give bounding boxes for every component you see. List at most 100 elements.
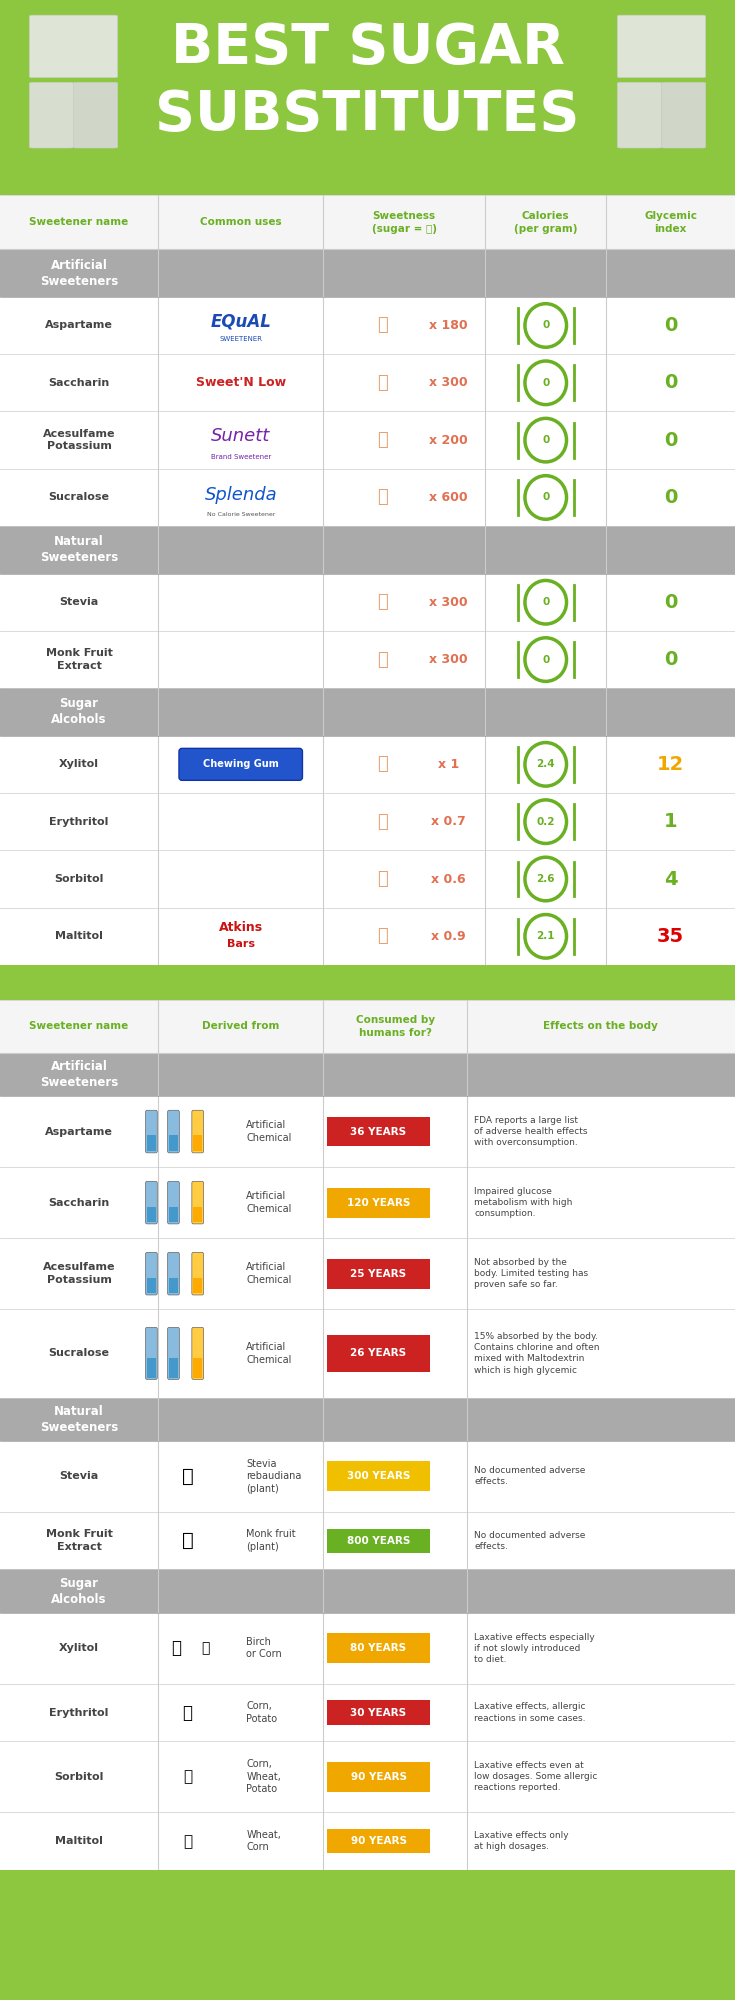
Text: 🍰: 🍰: [377, 812, 387, 830]
Text: Effects on the body: Effects on the body: [543, 1022, 659, 1032]
Text: No Calorie Sweetener: No Calorie Sweetener: [207, 512, 275, 516]
Bar: [147, 1206, 156, 1222]
Circle shape: [525, 638, 567, 682]
Bar: [0, 526, 735, 574]
Text: Artificial
Sweeteners: Artificial Sweeteners: [40, 258, 118, 288]
Circle shape: [525, 476, 567, 520]
FancyBboxPatch shape: [168, 1252, 179, 1294]
Bar: [0, 1168, 735, 1238]
Text: 90 YEARS: 90 YEARS: [351, 1836, 406, 1846]
FancyBboxPatch shape: [192, 1328, 204, 1380]
Text: 0: 0: [664, 374, 678, 392]
Bar: [0, 354, 735, 412]
Bar: [0, 1742, 735, 1812]
FancyBboxPatch shape: [192, 1110, 204, 1152]
Bar: [327, 1116, 430, 1146]
FancyBboxPatch shape: [168, 1328, 179, 1380]
Text: Sunett: Sunett: [211, 428, 270, 446]
Text: x 0.9: x 0.9: [431, 930, 466, 942]
Text: Laxative effects, allergic
reactions in some cases.: Laxative effects, allergic reactions in …: [474, 1702, 586, 1722]
Text: Acesulfame
Potassium: Acesulfame Potassium: [43, 428, 115, 452]
Text: 🍰: 🍰: [377, 756, 387, 774]
Bar: [0, 412, 735, 468]
Bar: [327, 1334, 430, 1372]
Text: EQuAL: EQuAL: [210, 312, 271, 330]
Text: x 300: x 300: [429, 654, 467, 666]
FancyBboxPatch shape: [192, 1182, 204, 1224]
Text: Sucralose: Sucralose: [49, 1348, 110, 1358]
Text: x 300: x 300: [429, 596, 467, 608]
Text: 🍰: 🍰: [377, 432, 387, 450]
Text: x 180: x 180: [429, 318, 467, 332]
Text: 0: 0: [542, 492, 549, 502]
FancyBboxPatch shape: [662, 82, 706, 148]
Bar: [147, 1358, 156, 1378]
Text: SWEETENER: SWEETENER: [219, 336, 262, 342]
Bar: [169, 1278, 178, 1294]
Text: 15% absorbed by the body.
Contains chlorine and often
mixed with Maltodextrin
wh: 15% absorbed by the body. Contains chlor…: [474, 1332, 600, 1374]
Text: Monk fruit
(plant): Monk fruit (plant): [246, 1530, 296, 1552]
FancyBboxPatch shape: [146, 1328, 157, 1380]
Text: 🌿: 🌿: [182, 1466, 193, 1486]
Text: Stevia
rebaudiana
(plant): Stevia rebaudiana (plant): [246, 1458, 301, 1494]
Bar: [0, 1612, 735, 1684]
Bar: [327, 1258, 430, 1288]
Circle shape: [525, 362, 567, 404]
Text: 🌽: 🌽: [183, 1770, 192, 1784]
Text: x 0.6: x 0.6: [431, 872, 466, 886]
Text: Maltitol: Maltitol: [55, 1836, 103, 1846]
Text: Natural
Sweeteners: Natural Sweeteners: [40, 536, 118, 564]
FancyBboxPatch shape: [74, 82, 118, 148]
Text: Erythritol: Erythritol: [49, 816, 109, 826]
Text: Wheat,
Corn: Wheat, Corn: [246, 1830, 281, 1852]
Text: 1: 1: [664, 812, 678, 832]
Text: No documented adverse
effects.: No documented adverse effects.: [474, 1530, 586, 1550]
Text: 30 YEARS: 30 YEARS: [351, 1708, 406, 1718]
Bar: [0, 794, 735, 850]
Text: 0: 0: [664, 316, 678, 334]
Bar: [327, 1634, 430, 1664]
Circle shape: [525, 418, 567, 462]
Bar: [193, 1358, 202, 1378]
Circle shape: [525, 914, 567, 958]
Text: 0: 0: [542, 436, 549, 446]
Text: Erythritol: Erythritol: [49, 1708, 109, 1718]
Text: Stevia: Stevia: [60, 598, 98, 608]
Bar: [0, 908, 735, 966]
Bar: [0, 1096, 735, 1168]
Text: 120 YEARS: 120 YEARS: [347, 1198, 410, 1208]
Text: 800 YEARS: 800 YEARS: [347, 1536, 410, 1546]
Text: Stevia: Stevia: [60, 1472, 98, 1482]
Text: Not absorbed by the
body. Limited testing has
proven safe so far.: Not absorbed by the body. Limited testin…: [474, 1258, 588, 1290]
Text: x 600: x 600: [429, 490, 467, 504]
FancyBboxPatch shape: [192, 1252, 204, 1294]
Text: 0: 0: [542, 598, 549, 608]
Text: 🌽: 🌽: [183, 1834, 192, 1848]
Text: Bars: Bars: [226, 940, 255, 950]
Text: 🍰: 🍰: [377, 374, 387, 392]
Bar: [0, 1440, 735, 1512]
FancyBboxPatch shape: [29, 16, 118, 78]
Text: 0: 0: [664, 592, 678, 612]
Text: No documented adverse
effects.: No documented adverse effects.: [474, 1466, 586, 1486]
Text: Derived from: Derived from: [202, 1022, 279, 1032]
Text: Saccharin: Saccharin: [49, 1198, 110, 1208]
Text: BEST SUGAR: BEST SUGAR: [171, 20, 564, 74]
Bar: [327, 1528, 430, 1552]
Text: Maltitol: Maltitol: [55, 932, 103, 942]
Text: FDA reports a large list
of adverse health effects
with overconsumption.: FDA reports a large list of adverse heal…: [474, 1116, 587, 1148]
Text: 25 YEARS: 25 YEARS: [351, 1268, 406, 1278]
Text: Xylitol: Xylitol: [59, 760, 99, 770]
Bar: [0, 688, 735, 736]
Bar: [169, 1206, 178, 1222]
Text: 36 YEARS: 36 YEARS: [351, 1126, 406, 1136]
Bar: [327, 1762, 430, 1792]
Text: 80 YEARS: 80 YEARS: [351, 1644, 406, 1654]
Circle shape: [525, 800, 567, 844]
Bar: [193, 1278, 202, 1294]
Bar: [0, 1310, 735, 1398]
Text: 0: 0: [664, 430, 678, 450]
Text: 🍰: 🍰: [377, 870, 387, 888]
Text: Sorbitol: Sorbitol: [54, 874, 104, 884]
Text: 🌿: 🌿: [201, 1642, 210, 1656]
